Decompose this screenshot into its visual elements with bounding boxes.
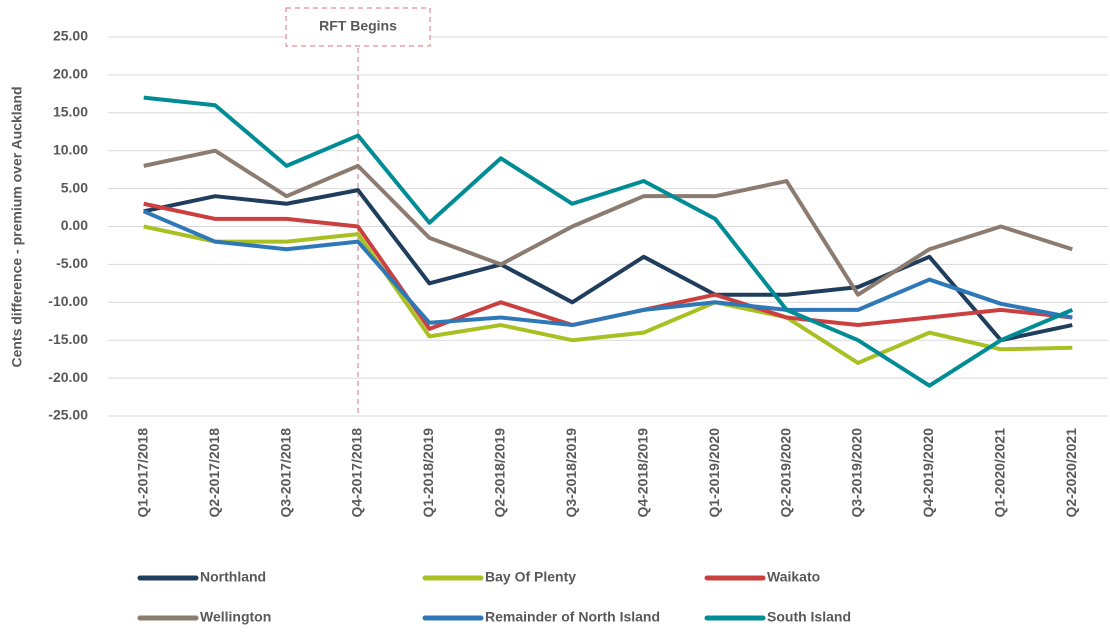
x-tick-label: Q2-2020/2021 (1063, 428, 1079, 518)
series-line (143, 224, 1073, 365)
y-tick-label: -10.00 (48, 293, 88, 309)
series-line (143, 95, 1074, 388)
annotation-text: RFT Begins (319, 18, 397, 34)
series-line (143, 201, 1073, 331)
x-tick-label: Q4-2017/2018 (349, 428, 365, 518)
y-axis-title: Cents difference - premium over Auckland (9, 86, 25, 367)
x-tick-label: Q3-2017/2018 (277, 428, 293, 518)
x-tick-label: Q3-2019/2020 (849, 428, 865, 518)
legend-label: Waikato (767, 569, 820, 585)
x-tick-label: Q4-2019/2020 (920, 428, 936, 518)
series-line (142, 209, 1073, 328)
legend-label: Wellington (200, 609, 271, 625)
legend-label: South Island (767, 609, 851, 625)
x-tick-label: Q2-2018/2019 (492, 428, 508, 518)
y-tick-label: 20.00 (53, 66, 88, 82)
legend-label: Bay Of Plenty (485, 569, 576, 585)
y-tick-label: 25.00 (53, 28, 88, 44)
y-tick-label: 10.00 (53, 141, 88, 157)
y-tick-label: 5.00 (61, 179, 88, 195)
x-tick-label: Q3-2018/2019 (563, 428, 579, 518)
x-tick-label: Q2-2019/2020 (777, 428, 793, 518)
series-line (143, 188, 1073, 343)
x-tick-label: Q4-2018/2019 (634, 428, 650, 518)
y-tick-label: -20.00 (48, 369, 88, 385)
y-tick-label: 15.00 (53, 104, 88, 120)
y-tick-label: -15.00 (48, 331, 88, 347)
legend-label: Northland (200, 569, 266, 585)
x-tick-label: Q1-2020/2021 (992, 428, 1008, 518)
y-tick-label: -5.00 (56, 255, 88, 271)
y-tick-label: 0.00 (61, 217, 88, 233)
y-tick-label: -25.00 (48, 407, 88, 423)
legend-label: Remainder of North Island (485, 609, 660, 625)
x-tick-label: Q2-2017/2018 (206, 428, 222, 518)
x-tick-label: Q1-2017/2018 (134, 428, 150, 518)
series-line (143, 148, 1073, 297)
annotation-box (285, 7, 431, 47)
x-tick-label: Q1-2019/2020 (706, 428, 722, 518)
x-tick-label: Q1-2018/2019 (420, 428, 436, 518)
